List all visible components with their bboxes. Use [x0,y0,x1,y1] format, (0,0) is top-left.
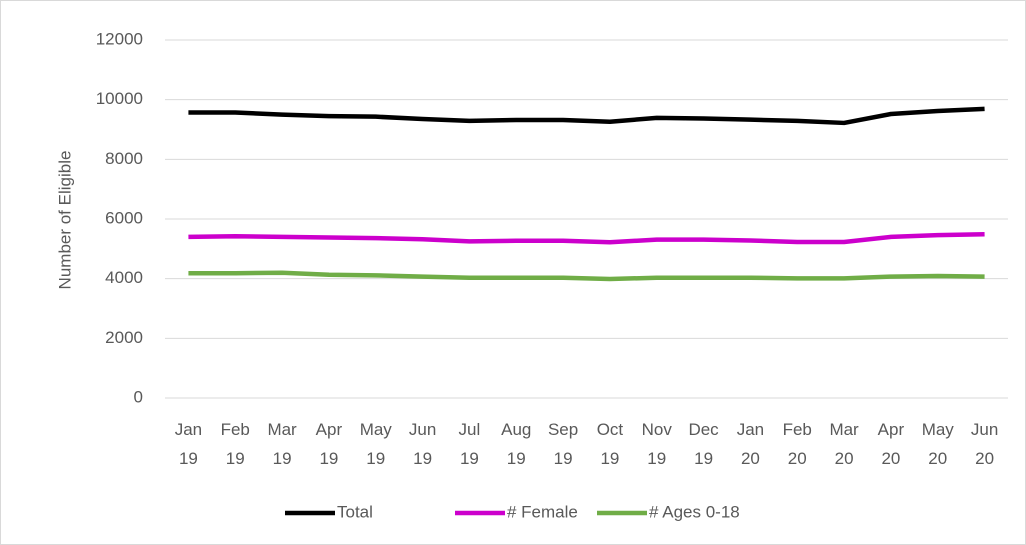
y-axis-title: Number of Eligible [55,151,74,290]
y-tick-label: 2000 [105,328,143,347]
legend-label: # Ages 0-18 [649,502,740,521]
y-tick-label: 0 [134,387,143,406]
x-tick-label: Aug 19 [501,420,531,468]
x-tick-label: Feb 19 [221,420,250,468]
series-line [188,106,985,126]
y-tick-label: 8000 [105,149,143,168]
x-tick-label: Jul 19 [459,420,481,468]
y-tick-label: 10000 [96,89,143,108]
x-tick-label: Apr 20 [878,420,905,468]
x-tick-label: Mar 19 [267,420,297,468]
legend-label: # Female [507,502,578,521]
x-tick-label: Sep 19 [548,420,578,468]
x-tick-label: Nov 19 [642,420,673,468]
x-tick-label: Jan 19 [175,420,202,468]
x-tick-label: Apr 19 [316,420,343,468]
x-tick-label: May 20 [922,420,955,468]
x-tick-label: Oct 19 [597,420,624,468]
x-tick-label: Mar 20 [829,420,859,468]
x-tick-label: May 19 [360,420,393,468]
x-tick-label: Jan 20 [737,420,764,468]
series-line [188,270,985,282]
series-line [188,231,985,245]
legend-label: Total [337,502,373,521]
x-tick-label: Jun 19 [409,420,436,468]
y-tick-label: 6000 [105,208,143,227]
y-tick-label: 12000 [96,29,143,48]
x-tick-label: Jun 20 [971,420,998,468]
x-tick-label: Dec 19 [688,420,719,468]
x-tick-label: Feb 20 [783,420,812,468]
y-tick-label: 4000 [105,268,143,287]
